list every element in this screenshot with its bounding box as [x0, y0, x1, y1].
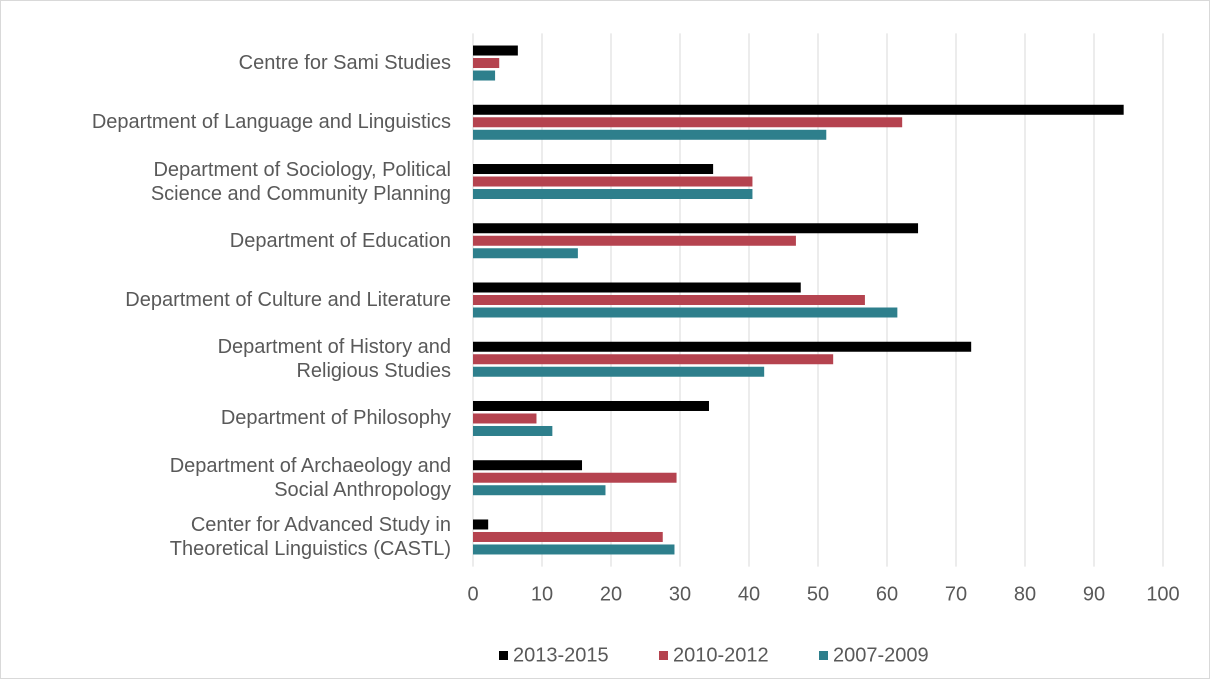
bar — [473, 129, 827, 140]
y-tick-label: Department of Philosophy — [220, 407, 451, 430]
x-tick-label: 90 — [1083, 583, 1105, 605]
y-tick-label: Department of Language and Linguistics — [91, 111, 451, 134]
y-tick-label: Center for Advanced Study in Theoretical… — [169, 513, 451, 560]
bar — [473, 366, 765, 377]
legend-swatch — [499, 651, 508, 660]
legend-label: 2013-2015 — [513, 644, 609, 666]
x-tick-label: 80 — [1014, 583, 1036, 605]
x-tick-label: 20 — [600, 583, 622, 605]
bar — [473, 282, 801, 293]
bar — [473, 248, 578, 259]
bar — [473, 58, 500, 69]
bar — [473, 341, 972, 352]
bar — [473, 117, 903, 128]
legend-swatch — [659, 651, 668, 660]
bar — [473, 472, 677, 483]
bar — [473, 544, 675, 555]
bar — [473, 485, 606, 496]
x-tick-label: 30 — [669, 583, 691, 605]
bar — [473, 460, 583, 471]
y-tick-label: Department of Education — [229, 229, 451, 252]
bar — [473, 176, 753, 187]
y-tick-label: Department of History and Religious Stud… — [217, 336, 451, 383]
x-tick-label: 0 — [467, 583, 478, 605]
bar — [473, 519, 489, 530]
y-tick-label: Department of Culture and Literature — [125, 289, 451, 311]
x-tick-label: 70 — [945, 583, 967, 605]
bar — [473, 400, 709, 411]
bar — [473, 354, 834, 365]
bar — [473, 425, 553, 436]
bar — [473, 189, 753, 200]
bar — [473, 413, 537, 424]
x-tick-label: 10 — [531, 583, 553, 605]
x-tick-label: 100 — [1146, 583, 1179, 605]
legend-label: 2007-2009 — [833, 644, 929, 666]
x-tick-label: 50 — [807, 583, 829, 605]
bar — [473, 307, 898, 318]
bar — [473, 295, 865, 305]
bar — [473, 45, 518, 56]
bar — [473, 104, 1124, 115]
legend-label: 2010-2012 — [673, 644, 769, 666]
bar — [473, 164, 714, 175]
x-tick-label: 40 — [738, 583, 760, 605]
bar — [473, 223, 919, 234]
bar — [473, 235, 796, 246]
y-tick-label: Centre for Sami Studies — [238, 52, 451, 75]
legend-swatch — [819, 651, 828, 660]
bar — [473, 531, 663, 542]
bar — [473, 70, 496, 81]
y-tick-label: Department of Archaeology and Social Ant… — [169, 454, 451, 501]
x-tick-label: 60 — [876, 583, 898, 605]
y-tick-label: Department of Sociology, Political Scien… — [150, 158, 451, 205]
